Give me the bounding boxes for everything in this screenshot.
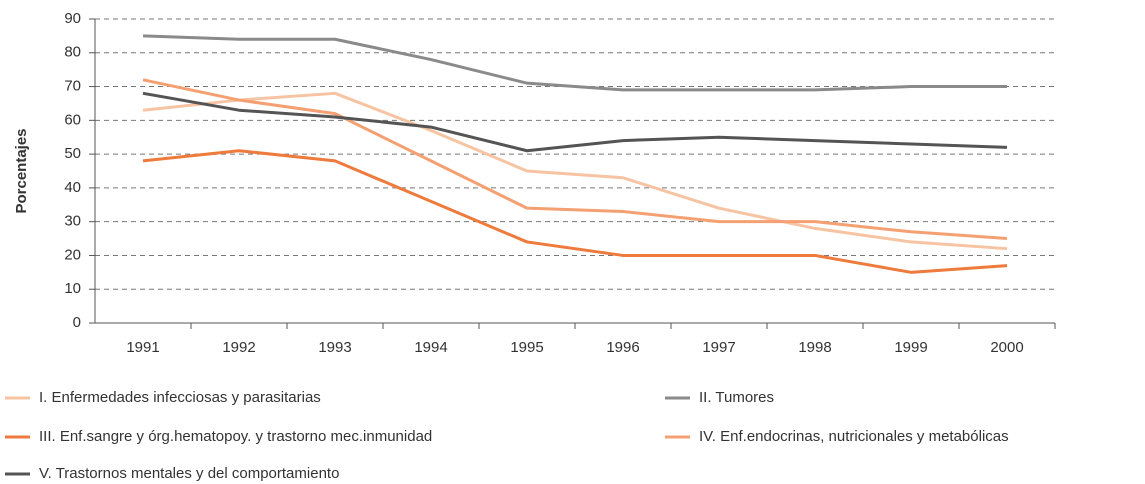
x-tick-label: 1991 <box>126 339 159 356</box>
series-line <box>142 34 1007 92</box>
y-tick-label: 50 <box>64 145 81 162</box>
y-tick-label: 20 <box>64 246 81 263</box>
series-line <box>142 149 1008 274</box>
y-tick-label: 60 <box>64 111 81 128</box>
legend-label: V. Trastornos mentales y del comportamie… <box>39 465 339 482</box>
y-tick-label: 30 <box>64 213 81 230</box>
x-tick-label: 1992 <box>222 339 255 356</box>
x-tick-label: 1995 <box>510 339 543 356</box>
legend-label: I. Enfermedades infecciosas y parasitari… <box>39 389 321 406</box>
y-axis-label: Porcentajes <box>13 128 30 213</box>
x-tick-label: 1999 <box>894 339 927 356</box>
y-tick-label: 80 <box>64 44 81 61</box>
legend-label: IV. Enf.endocrinas, nutricionales y meta… <box>699 428 1009 445</box>
y-tick-label: 90 <box>64 10 81 27</box>
y-tick-label: 0 <box>73 314 81 331</box>
x-tick-label: 1998 <box>798 339 831 356</box>
x-tick-label: 1996 <box>606 339 639 356</box>
y-tick-label: 10 <box>64 280 81 297</box>
series-line <box>142 78 1008 241</box>
series-line <box>142 91 1008 251</box>
legend-label: II. Tumores <box>699 389 774 406</box>
x-tick-label: 1994 <box>414 339 447 356</box>
y-tick-label: 70 <box>64 78 81 95</box>
x-tick-label: 1997 <box>702 339 735 356</box>
legend-label: III. Enf.sangre y órg.hematopoy. y trast… <box>39 428 432 445</box>
series-line <box>142 91 1008 153</box>
y-tick-label: 40 <box>64 179 81 196</box>
x-tick-label: 2000 <box>990 339 1023 356</box>
x-tick-label: 1993 <box>318 339 351 356</box>
